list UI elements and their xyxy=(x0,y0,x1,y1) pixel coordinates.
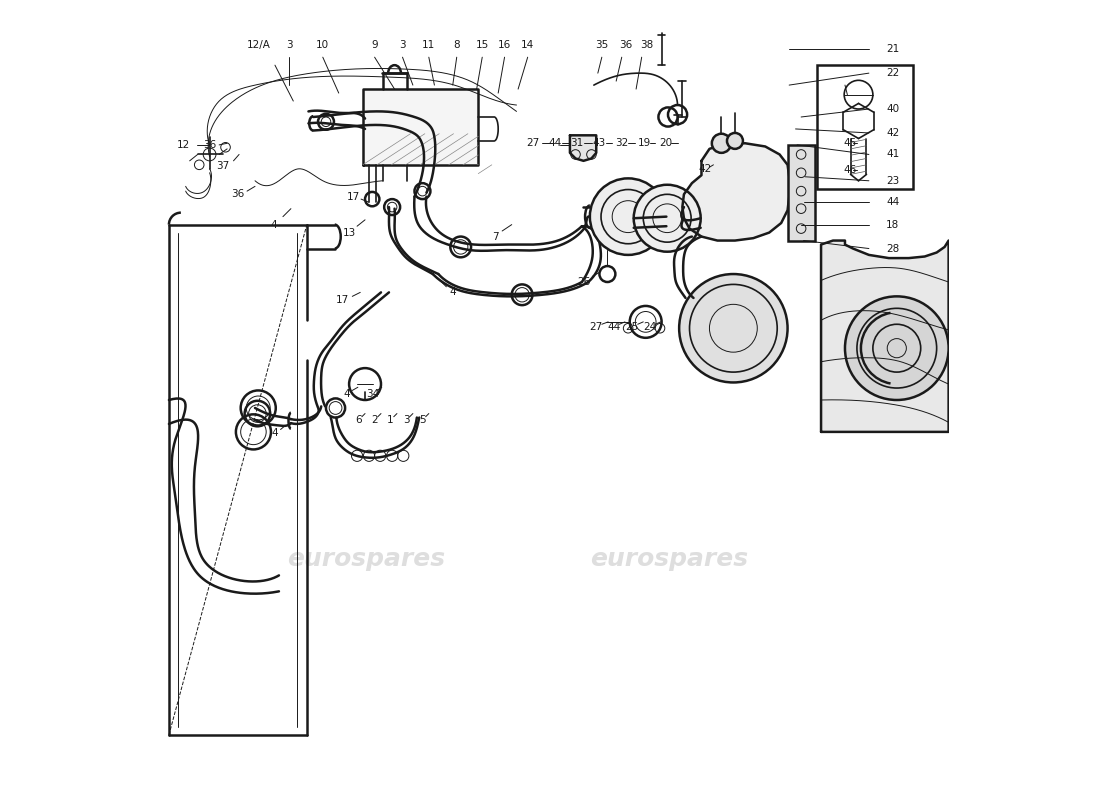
Text: 3: 3 xyxy=(404,415,410,425)
Bar xyxy=(817,65,913,189)
Text: 24: 24 xyxy=(644,322,657,332)
Text: 9: 9 xyxy=(372,40,378,50)
Text: 4: 4 xyxy=(272,429,278,438)
Text: 22: 22 xyxy=(887,68,900,78)
Text: 4: 4 xyxy=(343,389,350,398)
Text: 13: 13 xyxy=(342,227,355,238)
Text: 17: 17 xyxy=(346,192,360,202)
Text: 12: 12 xyxy=(177,140,190,150)
Text: 2: 2 xyxy=(372,415,378,425)
Text: 7: 7 xyxy=(493,231,499,242)
Text: 41: 41 xyxy=(887,150,900,159)
Text: 14: 14 xyxy=(521,40,535,50)
Text: 40: 40 xyxy=(887,104,900,114)
Circle shape xyxy=(845,296,948,400)
Text: 42: 42 xyxy=(698,164,712,174)
Text: 5: 5 xyxy=(419,415,426,425)
Text: 10: 10 xyxy=(316,40,329,50)
Text: 34: 34 xyxy=(366,389,379,398)
Circle shape xyxy=(590,178,667,255)
Text: 43: 43 xyxy=(593,138,606,148)
Text: 3: 3 xyxy=(399,40,406,50)
Text: 11: 11 xyxy=(422,40,436,50)
Text: 16: 16 xyxy=(498,40,512,50)
Text: 42: 42 xyxy=(887,128,900,138)
Text: 36: 36 xyxy=(619,40,632,50)
Text: eurospares: eurospares xyxy=(591,547,749,571)
Text: 23: 23 xyxy=(887,176,900,186)
Text: 44: 44 xyxy=(887,198,900,207)
Circle shape xyxy=(727,133,742,149)
Text: 32: 32 xyxy=(615,138,628,148)
Text: 44: 44 xyxy=(607,322,620,332)
Text: 38: 38 xyxy=(640,40,653,50)
Text: 3: 3 xyxy=(286,40,293,50)
Circle shape xyxy=(634,185,701,252)
Text: 36: 36 xyxy=(204,140,217,150)
Text: 4: 4 xyxy=(271,220,277,230)
Text: 26: 26 xyxy=(578,277,591,287)
Text: eurospares: eurospares xyxy=(287,547,446,571)
Bar xyxy=(788,145,815,241)
Text: 21: 21 xyxy=(887,44,900,54)
Text: 35: 35 xyxy=(595,40,608,50)
Text: 19: 19 xyxy=(637,138,651,148)
Text: 46: 46 xyxy=(843,166,857,175)
Polygon shape xyxy=(821,241,948,432)
Circle shape xyxy=(349,368,381,400)
Text: 25: 25 xyxy=(626,322,639,332)
Text: 20: 20 xyxy=(659,138,672,148)
Text: 37: 37 xyxy=(217,162,230,171)
Text: 1: 1 xyxy=(387,415,394,425)
Text: 45: 45 xyxy=(843,138,857,148)
Text: 27: 27 xyxy=(588,322,602,332)
Text: 12/A: 12/A xyxy=(248,40,271,50)
Text: 27: 27 xyxy=(526,138,539,148)
Polygon shape xyxy=(570,135,596,161)
Polygon shape xyxy=(682,143,789,241)
Text: 15: 15 xyxy=(475,40,488,50)
Circle shape xyxy=(712,134,732,153)
Text: 4: 4 xyxy=(450,287,456,298)
Text: 6: 6 xyxy=(355,415,362,425)
Text: 17: 17 xyxy=(337,295,350,306)
Text: 36: 36 xyxy=(231,190,244,199)
Text: 44: 44 xyxy=(548,138,561,148)
Text: 8: 8 xyxy=(453,40,460,50)
Text: 31: 31 xyxy=(571,138,584,148)
Text: 18: 18 xyxy=(887,220,900,230)
Text: 28: 28 xyxy=(887,243,900,254)
Circle shape xyxy=(679,274,788,382)
Polygon shape xyxy=(363,89,478,165)
